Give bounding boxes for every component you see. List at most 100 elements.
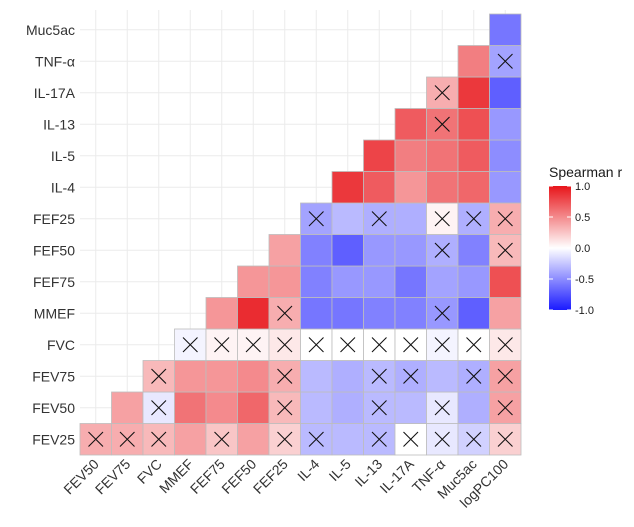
not-significant-cross xyxy=(497,337,513,353)
heatmap-cell xyxy=(394,108,427,141)
not-significant-cross xyxy=(371,211,387,227)
heatmap-cell xyxy=(268,234,301,267)
legend-tick: 1.0 xyxy=(549,181,590,193)
not-significant-cross xyxy=(434,85,450,101)
heatmap-cell xyxy=(426,139,459,172)
legend-tick-label: -0.5 xyxy=(575,274,594,286)
heatmap-cell xyxy=(426,265,459,298)
heatmap-cell xyxy=(426,360,459,393)
y-tick-label: FEV25 xyxy=(32,431,75,447)
heatmap-cell xyxy=(394,202,427,235)
not-significant-cross xyxy=(434,305,450,321)
heatmap-cell xyxy=(237,360,270,393)
y-tick-label: FEF75 xyxy=(33,274,75,290)
not-significant-cross xyxy=(308,337,324,353)
heatmap-cell xyxy=(300,234,333,267)
not-significant-cross xyxy=(151,400,167,416)
heatmap-cell xyxy=(174,391,207,424)
not-significant-cross xyxy=(497,431,513,447)
heatmap-cell xyxy=(205,360,238,393)
heatmap-cell xyxy=(457,391,490,424)
y-tick-label: FEF50 xyxy=(33,242,75,258)
heatmap-cell xyxy=(268,391,301,424)
not-significant-cross xyxy=(466,337,482,353)
heatmap-cell xyxy=(205,391,238,424)
heatmap-cell xyxy=(300,265,333,298)
legend-tick: -1.0 xyxy=(549,305,594,317)
not-significant-cross xyxy=(434,337,450,353)
legend-tick: 0.0 xyxy=(549,243,590,255)
heatmap-cell xyxy=(426,171,459,204)
not-significant-cross xyxy=(434,211,450,227)
not-significant-cross xyxy=(277,337,293,353)
heatmap-cell xyxy=(268,265,301,298)
legend-tick: -0.5 xyxy=(549,274,594,286)
heatmap-cell xyxy=(457,108,490,141)
legend-ticks: 1.0 0.5 0.0 -0.5 -1.0 xyxy=(549,181,594,317)
y-tick-label: TNF-α xyxy=(35,53,75,69)
y-tick-label: MMEF xyxy=(34,305,75,321)
heatmap-cell xyxy=(489,328,522,361)
heatmap-cell xyxy=(394,297,427,330)
heatmap-cell xyxy=(457,234,490,267)
heatmap-cell xyxy=(363,265,396,298)
not-significant-cross xyxy=(466,431,482,447)
heatmap-cell xyxy=(300,391,333,424)
heatmap-cell xyxy=(489,76,522,109)
not-significant-cross xyxy=(466,368,482,384)
heatmap-cell xyxy=(174,423,207,456)
heatmap-cell xyxy=(331,423,364,456)
heatmap-cell xyxy=(489,13,522,46)
y-tick-label: FVC xyxy=(47,337,75,353)
heatmap-cell xyxy=(331,202,364,235)
not-significant-cross xyxy=(151,431,167,447)
heatmap-cell xyxy=(237,391,270,424)
heatmap-cell xyxy=(394,139,427,172)
heatmap-cell xyxy=(237,423,270,456)
not-significant-cross xyxy=(371,431,387,447)
not-significant-cross xyxy=(497,211,513,227)
not-significant-cross xyxy=(340,337,356,353)
not-significant-cross xyxy=(403,368,419,384)
legend-tick-label: -1.0 xyxy=(575,305,594,317)
x-tick-label: FEF75 xyxy=(187,456,228,497)
y-tick-label: IL-4 xyxy=(51,179,75,195)
not-significant-cross xyxy=(371,337,387,353)
heatmap-cell xyxy=(394,391,427,424)
x-tick-label: FEF25 xyxy=(250,456,291,497)
heatmap-cell xyxy=(237,297,270,330)
x-tick-label: IL-5 xyxy=(325,456,354,485)
heatmap-cell xyxy=(489,171,522,204)
not-significant-cross xyxy=(277,305,293,321)
heatmap-cell xyxy=(489,297,522,330)
heatmap-cell xyxy=(394,265,427,298)
not-significant-cross xyxy=(277,431,293,447)
y-tick-label: IL-5 xyxy=(51,148,75,164)
heatmap-cell xyxy=(457,171,490,204)
heatmap-cell xyxy=(331,234,364,267)
heatmap-cell xyxy=(457,265,490,298)
y-tick-label: IL-13 xyxy=(43,116,75,132)
legend-colorbar xyxy=(549,186,571,310)
heatmap-cell xyxy=(331,171,364,204)
heatmap-cell xyxy=(394,171,427,204)
y-tick-label: FEF25 xyxy=(33,211,75,227)
not-significant-cross xyxy=(88,431,104,447)
not-significant-cross xyxy=(497,368,513,384)
not-significant-cross xyxy=(403,431,419,447)
heatmap-cell xyxy=(331,391,364,424)
not-significant-cross xyxy=(434,400,450,416)
not-significant-cross xyxy=(371,368,387,384)
not-significant-cross xyxy=(434,116,450,132)
not-significant-cross xyxy=(214,431,230,447)
x-tick-label: IL-17A xyxy=(376,455,417,496)
heatmap-cell xyxy=(363,423,396,456)
heatmap-cell xyxy=(331,360,364,393)
not-significant-cross xyxy=(466,211,482,227)
heatmap-cell xyxy=(331,265,364,298)
not-significant-cross xyxy=(497,53,513,69)
legend: Spearman r 1.0 0.5 0.0 -0.5 -1.0 xyxy=(549,164,622,317)
x-tick-label: FEF50 xyxy=(218,456,259,497)
heatmap-cell xyxy=(457,76,490,109)
x-tick-label: IL-4 xyxy=(294,456,323,485)
